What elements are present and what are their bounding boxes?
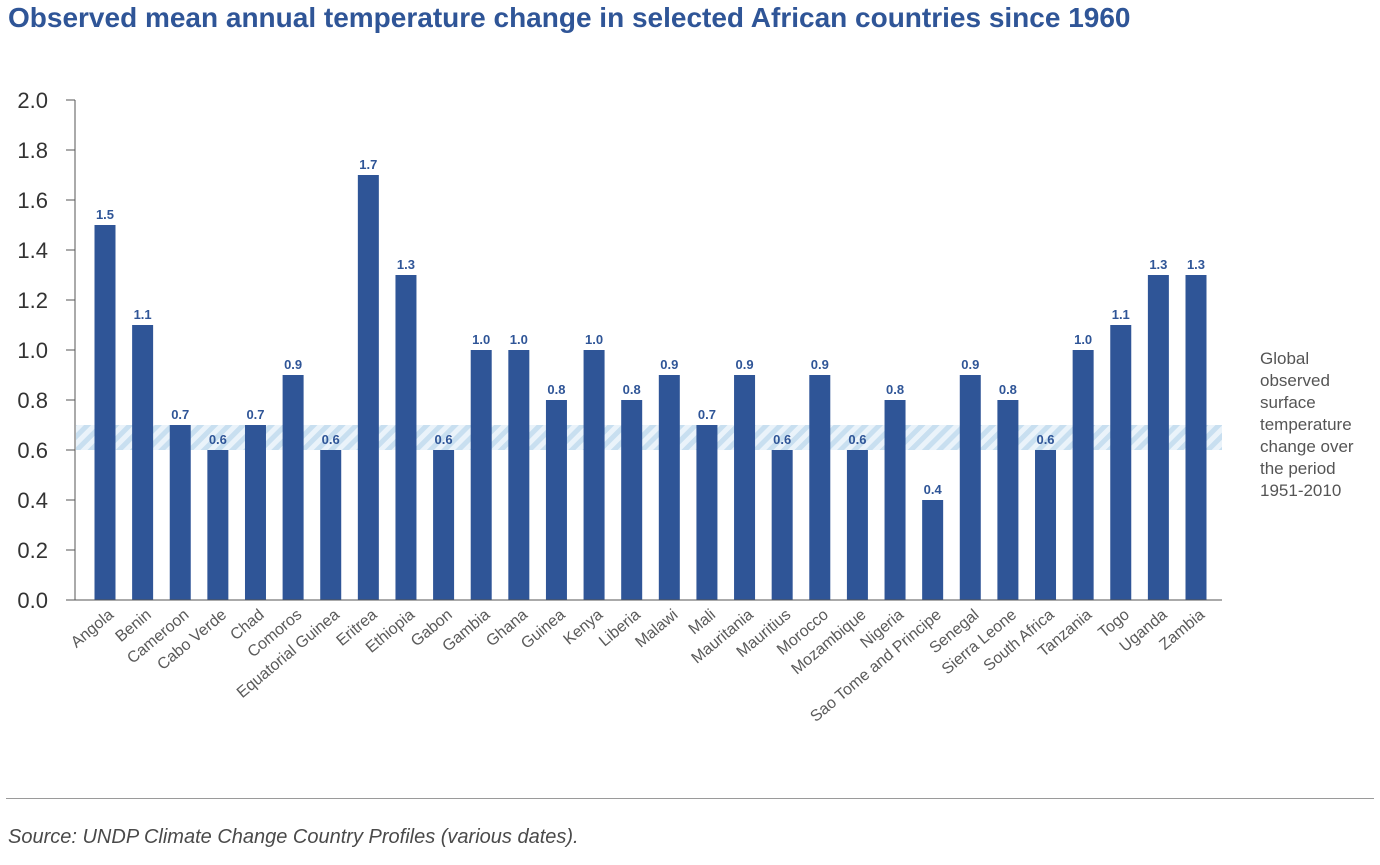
data-label: 0.8	[547, 382, 565, 397]
data-label: 0.7	[698, 407, 716, 422]
data-label: 1.0	[1074, 332, 1092, 347]
footer-divider	[6, 798, 1374, 799]
data-label: 0.7	[171, 407, 189, 422]
data-label: 0.9	[284, 357, 302, 372]
data-label: 0.9	[660, 357, 678, 372]
y-tick-label: 1.2	[17, 288, 48, 313]
y-tick-label: 2.0	[17, 88, 48, 113]
bar-gabon	[433, 450, 455, 600]
data-label: 0.8	[999, 382, 1017, 397]
data-label: 0.6	[848, 432, 866, 447]
data-label: 1.0	[585, 332, 603, 347]
bar-mauritania	[734, 375, 756, 600]
bar-guinea	[545, 400, 567, 600]
y-tick-label: 1.6	[17, 188, 48, 213]
data-label: 1.1	[134, 307, 152, 322]
y-tick-label: 1.8	[17, 138, 48, 163]
bar-chad	[244, 425, 266, 600]
data-label: 1.1	[1112, 307, 1130, 322]
bar-cameroon	[169, 425, 191, 600]
data-label: 0.9	[811, 357, 829, 372]
data-label: 0.8	[623, 382, 641, 397]
bar-mauritius	[771, 450, 793, 600]
bar-sierra-leone	[997, 400, 1019, 600]
bar-tanzania	[1072, 350, 1094, 600]
data-label: 0.6	[322, 432, 340, 447]
y-tick-label: 0.2	[17, 538, 48, 563]
bar-benin	[132, 325, 154, 600]
data-label: 1.0	[510, 332, 528, 347]
data-label: 0.6	[209, 432, 227, 447]
source-note: Source: UNDP Climate Change Country Prof…	[8, 826, 579, 848]
data-label: 0.7	[246, 407, 264, 422]
data-label: 0.4	[924, 482, 943, 497]
bar-senegal	[959, 375, 981, 600]
bar-chart: 0.0 0.2 0.4 0.6 0.8 1.0 1.2 1.4 1.6 1.8 2.0 1.5 Ang…	[17, 88, 1222, 726]
bar-angola	[94, 225, 116, 600]
data-label: 0.8	[886, 382, 904, 397]
data-label: 1.7	[359, 157, 377, 172]
data-label: 0.6	[435, 432, 453, 447]
bar-uganda	[1147, 275, 1169, 600]
y-tick-label: 1.0	[17, 338, 48, 363]
data-label: 1.0	[472, 332, 490, 347]
y-tick-label: 1.4	[17, 238, 48, 263]
bar-togo	[1110, 325, 1132, 600]
reference-band	[76, 425, 1222, 450]
reference-band-annotation: Global observed surface temperature chan…	[1260, 349, 1354, 500]
bar-liberia	[621, 400, 643, 600]
data-label: 1.3	[397, 257, 415, 272]
bar-morocco	[809, 375, 831, 600]
data-label: 1.3	[1149, 257, 1167, 272]
data-label: 0.9	[961, 357, 979, 372]
x-category-label: Malawi	[632, 606, 681, 651]
y-tick-label: 0.8	[17, 388, 48, 413]
bar-ethiopia	[395, 275, 417, 600]
bar-mali	[696, 425, 718, 600]
bar-nigeria	[884, 400, 906, 600]
y-tick-label: 0.4	[17, 488, 48, 513]
data-label: 0.9	[736, 357, 754, 372]
bar-sao-tome-and-principe	[922, 500, 944, 600]
bar-south-africa	[1035, 450, 1057, 600]
bar-eritrea	[357, 175, 379, 600]
bar-comoros	[282, 375, 304, 600]
bar-mozambique	[846, 450, 868, 600]
bar-equatorial-guinea	[320, 450, 342, 600]
data-label: 1.3	[1187, 257, 1205, 272]
x-category-label: Angola	[68, 606, 117, 651]
bar-kenya	[583, 350, 605, 600]
bar-zambia	[1185, 275, 1207, 600]
y-tick-label: 0.0	[17, 588, 48, 613]
bar-cabo-verde	[207, 450, 229, 600]
data-label: 1.5	[96, 207, 114, 222]
data-label: 0.6	[773, 432, 791, 447]
bar-ghana	[508, 350, 530, 600]
bar-malawi	[658, 375, 680, 600]
bar-gambia	[470, 350, 492, 600]
y-tick-label: 0.6	[17, 438, 48, 463]
data-label: 0.6	[1036, 432, 1054, 447]
chart-title: Observed mean annual temperature change …	[8, 2, 1131, 33]
